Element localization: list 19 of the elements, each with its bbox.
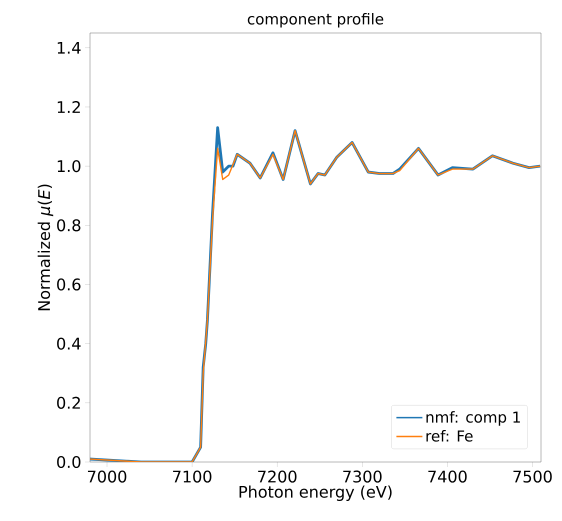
- x-tick-label: 7100: [173, 470, 212, 483]
- y-tick-label: 0.6: [57, 278, 80, 291]
- x-tick-label: 7500: [513, 470, 552, 483]
- x-tick-label: 7000: [88, 470, 126, 483]
- y-tick-label: 0.8: [57, 219, 80, 232]
- legend-label: nmf: comp 1: [426, 411, 520, 426]
- x-axis-title: Photon energy (eV): [240, 485, 392, 501]
- y-tick-label: 1.0: [58, 160, 80, 172]
- y-axis-title: Normalized μ(E): [38, 184, 54, 310]
- x-tick-label: 7200: [258, 470, 296, 483]
- legend-label: ref: Fe: [426, 430, 473, 442]
- x-tick-label: 7300: [343, 470, 382, 483]
- y-tick-label: 0.4: [57, 338, 81, 350]
- y-tick-label: 0.2: [57, 396, 80, 409]
- chart-title: component profile: [248, 12, 384, 28]
- y-tick-label: 1.4: [58, 42, 81, 54]
- y-tick-label: 0.0: [57, 456, 80, 468]
- x-tick-label: 7400: [428, 470, 467, 483]
- y-tick-label: 1.2: [58, 101, 80, 113]
